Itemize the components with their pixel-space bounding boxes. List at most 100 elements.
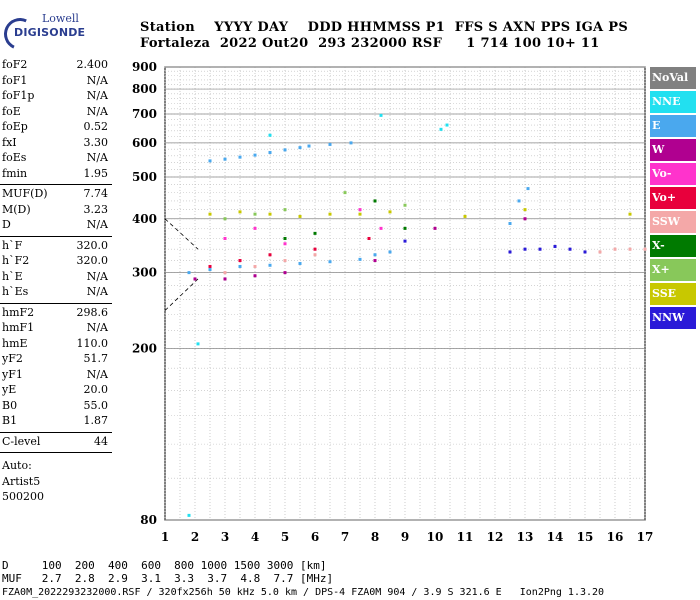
param-row: h`E N/A [0,270,112,286]
x-tick-label: 11 [457,530,474,544]
param-value: 298.6 [76,305,109,319]
param-value: N/A [86,73,108,87]
data-point-x- [373,199,377,203]
data-point-e [238,264,242,268]
param-value: N/A [86,321,108,334]
clevel-label: C-level [2,434,41,448]
y-tick-label: 600 [132,136,157,150]
param-row: foEs N/A [0,151,112,167]
data-point-sse [628,212,632,216]
x-tick-label: 6 [311,530,319,544]
param-name: foEs [2,151,27,164]
data-point-vo- [313,247,317,251]
data-point-w [223,277,227,281]
param-row: hmF2 298.6 [0,306,112,322]
param-name: B1 [2,414,18,427]
data-point-e [373,253,377,257]
data-point-ssw [598,250,602,254]
legend-item-x-: X- [650,235,696,257]
x-tick-label: 15 [577,530,594,544]
legend-item-e: E [650,115,696,137]
data-point-nne [379,113,383,117]
param-name: hmF2 [2,305,35,319]
param-row: foEp 0.52 [0,120,112,136]
x-tick-label: 9 [401,530,409,544]
param-row: foF2 2.400 [0,58,112,74]
legend-item-vo-: Vo- [650,163,696,185]
data-point-e [268,263,272,267]
data-point-ssw [313,253,317,257]
param-row: fmin 1.95 [0,167,112,183]
x-tick-label: 16 [607,530,624,544]
param-row: foF1p N/A [0,89,112,105]
param-divider [0,184,112,185]
legend-item-x-: X+ [650,259,696,281]
param-row: M(D) 3.23 [0,203,112,219]
param-row: yF2 51.7 [0,352,112,368]
param-divider [0,235,112,237]
data-point-ssw [223,271,227,275]
reference-line [164,218,199,250]
auto-line: Auto: [2,459,32,472]
clevel-value: 44 [94,434,108,448]
data-point-e [238,155,242,159]
data-point-nnw [568,247,572,251]
x-tick-label: 8 [371,530,379,544]
legend-item-noval: NoVal [650,67,696,89]
data-point-e [223,157,227,161]
data-point-vo- [223,236,227,240]
digisonde-logo: Lowell DIGISONDE [0,8,97,55]
data-point-e [298,146,302,150]
data-point-ssw [613,247,617,251]
param-row: h`F2 320.0 [0,254,112,270]
auto-line: Artist5 [2,474,41,488]
data-point-e [517,199,521,203]
x-tick-label: 3 [221,530,229,544]
param-name: yF2 [2,352,23,365]
data-point-vo- [208,264,212,268]
param-row: yE 20.0 [0,383,112,399]
param-row: foF1 N/A [0,74,112,90]
data-point-w [253,274,257,278]
param-divider [0,431,112,433]
y-tick-label: 300 [132,266,157,280]
y-tick-label: 400 [132,212,157,226]
data-point-e [307,144,311,148]
legend-item-vo-: Vo+ [650,187,696,209]
x-tick-label: 4 [251,530,259,544]
param-row: h`F 320.0 [0,239,112,255]
data-point-x- [283,208,287,212]
data-point-w [373,259,377,263]
y-tick-label: 700 [132,107,157,121]
x-tick-label: 14 [547,530,564,544]
data-point-sse [238,210,242,214]
data-point-e [208,268,212,272]
param-name: yE [2,383,17,396]
logo-line1: Lowell [42,12,79,25]
clevel-row: C-level 44 [0,435,112,451]
y-tick-label: 900 [132,60,157,74]
data-point-x- [403,203,407,207]
param-name: M(D) [2,202,31,216]
data-point-ssw [628,247,632,251]
x-tick-label: 7 [341,530,349,544]
data-point-w [283,271,287,275]
data-point-sse [358,212,362,216]
data-point-sse [523,208,527,212]
data-point-nnw [553,244,557,248]
param-value: N/A [86,269,108,283]
data-point-nnw [523,247,527,251]
param-value: 1.95 [83,166,109,180]
data-point-nnw [403,239,407,243]
param-name: D [2,218,11,231]
data-point-e [253,153,257,157]
muf-row: MUF 2.7 2.8 2.9 3.1 3.3 3.7 4.8 7.7 [MHz… [2,572,334,585]
param-divider [0,452,112,453]
param-row: foE N/A [0,105,112,121]
param-name: B0 [2,398,18,412]
data-point-ssw [253,264,257,268]
x-tick-label: 2 [191,530,199,544]
y-tick-label: 500 [132,170,157,184]
data-point-vo- [268,253,272,257]
legend-item-nne: NNE [650,91,696,113]
